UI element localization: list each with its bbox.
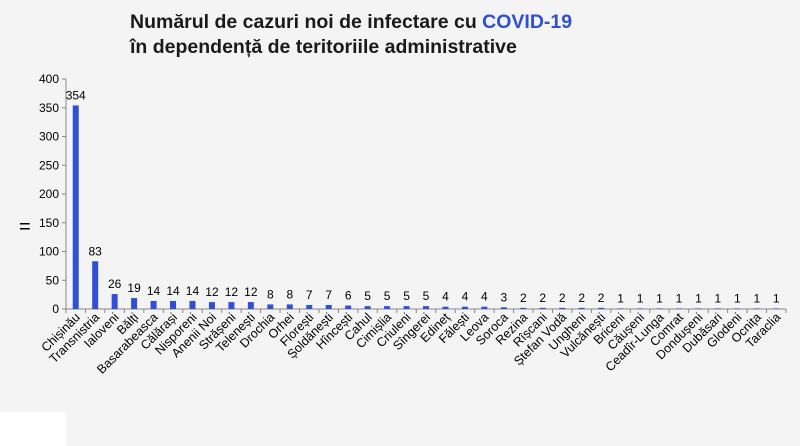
data-label: 12 [205, 285, 219, 299]
bar [345, 305, 352, 309]
bar [675, 308, 682, 309]
corner-cutout [0, 412, 66, 446]
data-label: 5 [384, 289, 391, 303]
bar [384, 306, 391, 309]
side-mark: = [19, 216, 31, 238]
data-label: 2 [559, 291, 566, 305]
bar [773, 308, 780, 309]
y-tick-label: 400 [39, 72, 59, 86]
y-tick-label: 300 [39, 130, 59, 144]
data-label: 14 [186, 284, 200, 298]
data-label: 1 [656, 291, 663, 305]
bar [364, 306, 371, 309]
bar [539, 307, 546, 309]
y-tick-label: 250 [39, 158, 59, 172]
bar [208, 302, 215, 309]
bar [500, 307, 507, 309]
data-label: 2 [578, 291, 585, 305]
data-label: 8 [286, 287, 293, 301]
bar [637, 308, 644, 309]
y-tick-label: 150 [39, 216, 59, 230]
title-line-1: Numărul de cazuri noi de infectare cu CO… [130, 10, 572, 35]
bar [442, 306, 449, 309]
data-label: 4 [442, 290, 449, 304]
data-label: 14 [166, 284, 180, 298]
chart-title: Numărul de cazuri noi de infectare cu CO… [130, 10, 572, 60]
y-tick-label: 50 [46, 273, 60, 287]
data-label: 2 [520, 291, 527, 305]
data-label: 8 [267, 287, 274, 301]
bar [481, 306, 488, 309]
bar [423, 306, 429, 309]
data-label: 1 [676, 291, 683, 305]
y-tick-label: 350 [39, 101, 59, 115]
data-label: 5 [364, 289, 371, 303]
data-label: 12 [225, 285, 239, 299]
bar [267, 304, 274, 309]
title-line-2: în dependență de teritoriile administrat… [130, 36, 517, 58]
data-label: 2 [539, 291, 546, 305]
title-prefix: Numărul de cazuri noi de infectare cu [130, 11, 483, 33]
data-label: 7 [325, 288, 332, 302]
bar [306, 304, 313, 309]
data-label: 4 [481, 290, 488, 304]
bar [598, 307, 605, 309]
data-label: 7 [306, 288, 313, 302]
bar [617, 308, 624, 309]
bar [403, 306, 410, 309]
bar [753, 308, 760, 309]
data-label: 26 [108, 277, 122, 291]
bar [461, 306, 468, 309]
data-label: 1 [773, 291, 780, 305]
bar [695, 308, 702, 309]
bar [72, 105, 79, 309]
bar [578, 307, 585, 309]
bar [131, 298, 138, 309]
bar [111, 294, 118, 309]
data-label: 14 [147, 284, 161, 298]
bar [325, 304, 332, 309]
bar [170, 300, 177, 309]
y-tick-label: 100 [39, 245, 59, 259]
data-label: 1 [715, 291, 722, 305]
data-label: 1 [734, 291, 741, 305]
data-label: 5 [403, 289, 410, 303]
y-tick-label: 200 [39, 187, 59, 201]
y-tick-label: 0 [52, 302, 59, 316]
data-label: 6 [345, 289, 352, 303]
bar [189, 300, 196, 309]
bar [656, 308, 663, 309]
data-label: 3 [500, 290, 507, 304]
data-label: 12 [244, 285, 258, 299]
bar [714, 308, 721, 309]
data-label: 83 [89, 244, 103, 258]
title-accent: COVID-19 [482, 11, 573, 33]
bar [520, 307, 527, 309]
data-label: 2 [598, 291, 605, 305]
bar [228, 302, 235, 309]
data-label: 1 [637, 291, 644, 305]
bar [559, 307, 566, 309]
data-label: 1 [617, 291, 624, 305]
data-label: 1 [695, 291, 702, 305]
data-label: 19 [127, 281, 141, 295]
bar [150, 300, 157, 309]
data-label: 354 [66, 88, 86, 102]
bar [92, 261, 99, 309]
bar [247, 302, 254, 309]
data-label: 1 [753, 291, 760, 305]
data-label: 5 [423, 289, 430, 303]
data-label: 4 [462, 290, 469, 304]
bar [734, 308, 741, 309]
bar [286, 304, 293, 309]
